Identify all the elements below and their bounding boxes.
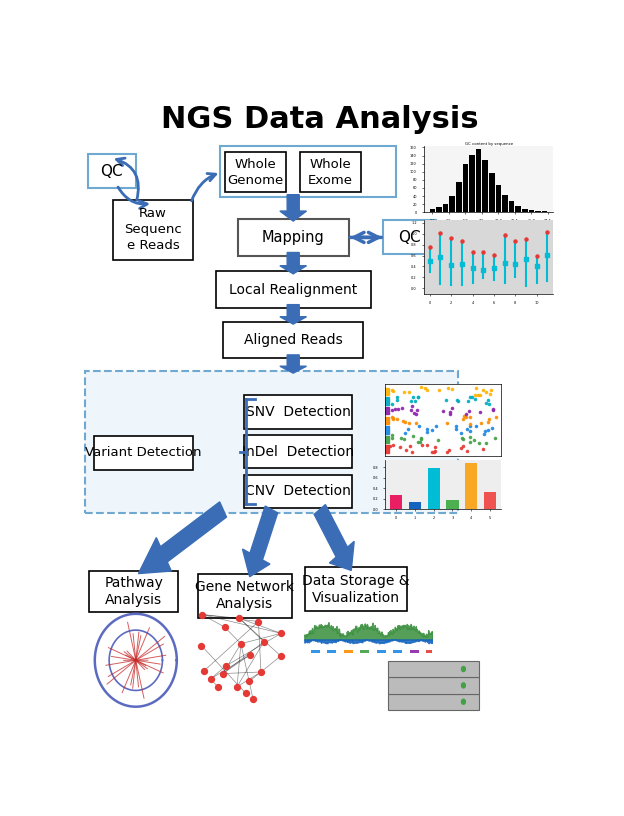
Text: Mapping: Mapping xyxy=(262,230,324,245)
FancyBboxPatch shape xyxy=(300,152,361,193)
Text: Whole
Exome: Whole Exome xyxy=(308,157,353,187)
Text: Local Realignment: Local Realignment xyxy=(229,282,358,296)
Text: Raw
Sequenc
e Reads: Raw Sequenc e Reads xyxy=(124,207,182,252)
FancyArrow shape xyxy=(139,502,227,574)
FancyBboxPatch shape xyxy=(89,570,178,611)
Text: NGS Data Analysis: NGS Data Analysis xyxy=(161,105,479,135)
FancyArrow shape xyxy=(280,355,306,373)
FancyArrow shape xyxy=(280,252,306,274)
FancyBboxPatch shape xyxy=(198,574,292,618)
FancyBboxPatch shape xyxy=(388,677,479,694)
Text: InDel  Detection: InDel Detection xyxy=(242,445,354,459)
FancyArrow shape xyxy=(280,304,306,324)
FancyBboxPatch shape xyxy=(243,396,353,428)
FancyBboxPatch shape xyxy=(223,322,363,358)
FancyBboxPatch shape xyxy=(220,146,396,197)
Text: Variant Detection: Variant Detection xyxy=(85,446,202,459)
Text: Aligned Reads: Aligned Reads xyxy=(244,333,343,347)
Circle shape xyxy=(462,667,466,672)
Text: Pathway
Analysis: Pathway Analysis xyxy=(104,575,163,607)
FancyBboxPatch shape xyxy=(87,154,136,188)
Text: Gene Network
Analysis: Gene Network Analysis xyxy=(195,580,295,611)
FancyBboxPatch shape xyxy=(305,567,407,611)
FancyBboxPatch shape xyxy=(225,152,286,193)
FancyBboxPatch shape xyxy=(383,220,436,255)
FancyBboxPatch shape xyxy=(238,220,349,255)
FancyBboxPatch shape xyxy=(388,694,479,710)
Circle shape xyxy=(462,699,466,704)
FancyArrow shape xyxy=(280,195,306,221)
FancyBboxPatch shape xyxy=(85,371,457,512)
Text: QC: QC xyxy=(398,230,421,245)
FancyBboxPatch shape xyxy=(243,435,353,468)
FancyBboxPatch shape xyxy=(388,661,479,677)
FancyBboxPatch shape xyxy=(94,436,193,470)
Text: CNV  Detection: CNV Detection xyxy=(245,484,351,499)
FancyArrow shape xyxy=(243,506,278,577)
FancyBboxPatch shape xyxy=(113,200,193,259)
Text: Whole
Genome: Whole Genome xyxy=(227,157,283,187)
FancyArrow shape xyxy=(314,504,354,570)
Text: SNV  Detection: SNV Detection xyxy=(246,405,351,419)
Circle shape xyxy=(462,683,466,688)
FancyBboxPatch shape xyxy=(243,475,353,508)
Text: QC: QC xyxy=(100,164,123,179)
FancyBboxPatch shape xyxy=(216,272,371,308)
Text: Data Storage &
Visualization: Data Storage & Visualization xyxy=(302,574,410,605)
